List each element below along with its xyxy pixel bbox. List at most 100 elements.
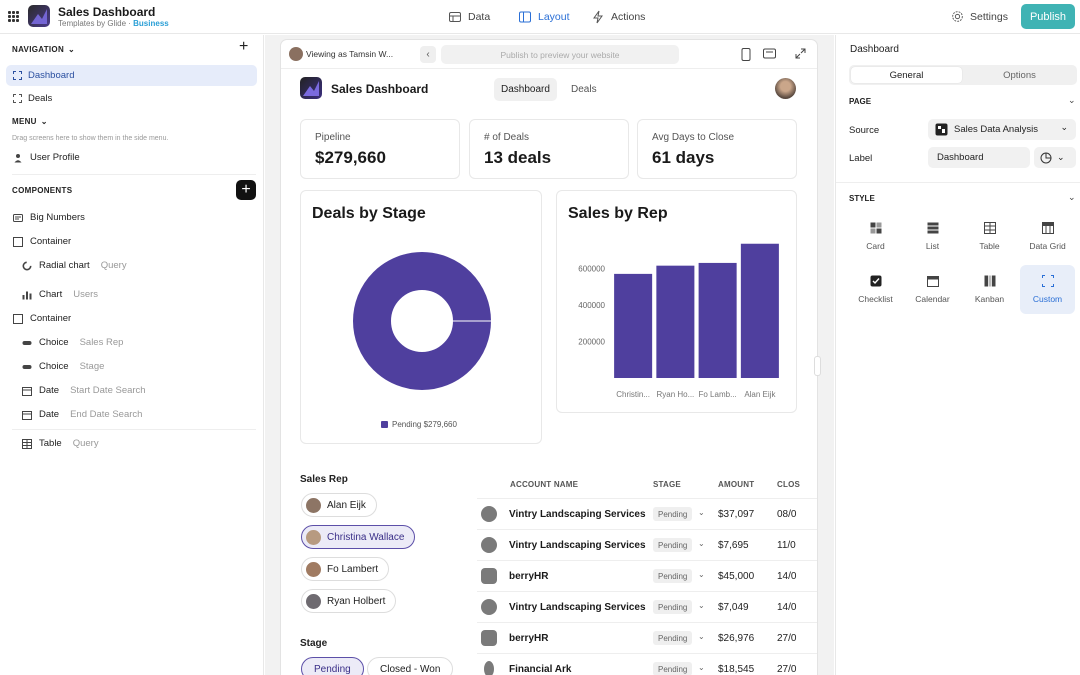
company-logo-icon — [481, 568, 497, 584]
component-date-end[interactable]: Date End Date Search — [22, 409, 142, 420]
style-kanban[interactable]: Kanban — [962, 265, 1017, 314]
stage-chip[interactable]: Pending — [301, 657, 364, 675]
source-select[interactable]: Sales Data Analysis ⌄ — [928, 119, 1076, 140]
tab-general[interactable]: General — [851, 67, 962, 83]
column-header[interactable]: ACCOUNT NAME — [510, 480, 579, 489]
expand-icon[interactable] — [795, 48, 806, 59]
sheet-icon — [935, 123, 948, 136]
menu-item-user-profile[interactable]: User Profile — [13, 152, 80, 163]
component-choice-stage[interactable]: Choice Stage — [22, 361, 104, 372]
publish-button[interactable]: Publish — [1021, 4, 1075, 29]
topnav-layout[interactable]: Layout — [518, 10, 570, 24]
bar — [656, 265, 695, 378]
column-header[interactable]: STAGE — [653, 480, 681, 489]
rep-chip-label: Alan Eijk — [327, 499, 366, 511]
column-header[interactable]: AMOUNT — [718, 480, 755, 489]
rep-chip[interactable]: Christina Wallace — [301, 525, 416, 549]
tab-deals[interactable]: Deals — [571, 84, 597, 95]
component-label: Container — [30, 313, 72, 324]
component-container[interactable]: Container — [13, 236, 71, 247]
icon-picker[interactable]: ⌄ — [1034, 147, 1076, 168]
chevron-down-icon[interactable]: ⌄ — [1068, 192, 1076, 202]
table-row[interactable]: Vintry Landscaping Services Pending ⌄ $37,0… — [477, 498, 817, 529]
stage-badge: Pending — [653, 538, 693, 552]
app-subtitle: Templates by Glide · Business — [58, 19, 169, 28]
table-row[interactable]: Financial Ark Pending ⌄ $18,545 27/0 — [477, 653, 817, 675]
rep-chip[interactable]: Fo Lambert — [301, 557, 390, 581]
component-big-numbers[interactable]: Big Numbers — [13, 212, 85, 223]
tab-options[interactable]: Options — [1003, 69, 1036, 81]
table-style-icon — [983, 222, 996, 234]
style-table[interactable]: Table — [962, 212, 1017, 261]
topnav-data[interactable]: Data — [448, 10, 490, 24]
desktop-icon[interactable] — [763, 48, 776, 60]
style-section-header[interactable]: STYLE — [849, 194, 875, 203]
component-label: Chart — [39, 289, 63, 300]
close-date: 14/0 — [777, 602, 797, 613]
bar-chart-title: Sales by Rep — [568, 205, 668, 222]
viewing-as-selector[interactable]: Viewing as Tamsin W... — [306, 49, 394, 59]
stage-badge: Pending — [653, 569, 693, 583]
screen-icon — [13, 94, 22, 103]
style-custom[interactable]: Custom — [1020, 265, 1075, 314]
avatar — [306, 561, 321, 577]
table-row[interactable]: berryHR Pending ⌄ $45,000 14/0 — [477, 560, 817, 591]
chevron-down-icon: ⌄ — [1057, 152, 1065, 162]
account-name: Vintry Landscaping Services — [509, 540, 646, 551]
chevron-down-icon: ⌄ — [698, 570, 705, 579]
radial-chart-icon — [22, 260, 32, 271]
x-tick-label: Alan Eijk — [744, 390, 776, 399]
legend-swatch — [381, 421, 388, 428]
component-radial-chart[interactable]: Radial chart Query — [22, 260, 127, 271]
component-container[interactable]: Container — [13, 313, 71, 324]
apps-grid-icon[interactable] — [8, 11, 19, 22]
chevron-down-icon: ⌄ — [68, 45, 76, 54]
style-label: Card — [866, 241, 885, 251]
component-choice-sales-rep[interactable]: Choice Sales Rep — [22, 337, 123, 348]
rep-chip[interactable]: Alan Eijk — [301, 493, 377, 517]
app-name: Sales Dashboard — [331, 82, 429, 96]
style-label: List — [925, 241, 940, 251]
chevron-down-icon[interactable]: ⌄ — [1068, 95, 1076, 105]
menu-section-header[interactable]: MENU ⌄ — [12, 117, 48, 126]
rep-chip-label: Fo Lambert — [327, 563, 379, 575]
component-chart[interactable]: Chart Users — [22, 289, 98, 300]
amount: $26,976 — [718, 633, 755, 644]
table-row[interactable]: Vintry Landscaping Services Pending ⌄ $7,04… — [477, 591, 817, 622]
nav-item-deals[interactable]: Deals — [6, 88, 257, 109]
add-screen-button[interactable]: + — [239, 38, 249, 55]
add-component-button[interactable]: + — [236, 180, 256, 200]
page-section-header[interactable]: PAGE — [849, 97, 872, 106]
amount: $7,049 — [718, 602, 749, 613]
style-data-grid[interactable]: Data Grid — [1020, 212, 1075, 261]
settings-button[interactable]: Settings — [951, 10, 1008, 23]
component-date-start[interactable]: Date Start Date Search — [22, 385, 146, 396]
table-row[interactable]: Vintry Landscaping Services Pending ⌄ $7,69… — [477, 529, 817, 560]
navigation-section-header[interactable]: NAVIGATION ⌄ — [12, 45, 75, 54]
phone-icon[interactable] — [741, 48, 751, 61]
table-row[interactable]: berryHR Pending ⌄ $26,976 27/0 — [477, 622, 817, 653]
component-source: Query — [72, 438, 99, 449]
amount: $18,545 — [718, 664, 755, 675]
rep-chip[interactable]: Ryan Holbert — [301, 589, 397, 613]
back-button[interactable]: ‹ — [420, 46, 436, 63]
topnav-actions[interactable]: Actions — [591, 10, 645, 24]
source-label: Source — [849, 125, 880, 136]
nav-item-dashboard[interactable]: Dashboard — [6, 65, 257, 86]
stage-chip[interactable]: Closed - Won — [367, 657, 454, 675]
style-checklist[interactable]: Checklist — [848, 265, 903, 314]
component-label: Choice — [39, 361, 69, 372]
column-header[interactable]: CLOS — [777, 480, 801, 489]
resize-handle[interactable] — [815, 357, 820, 375]
avatar[interactable] — [775, 78, 796, 99]
label-input[interactable]: Dashboard — [928, 147, 1030, 168]
inspector-title: Dashboard — [850, 44, 899, 55]
style-calendar[interactable]: Calendar — [905, 265, 960, 314]
component-label: Table — [39, 438, 62, 449]
tab-dashboard[interactable]: Dashboard — [494, 78, 557, 101]
component-table[interactable]: Table Query — [22, 438, 99, 449]
gear-icon — [952, 11, 963, 22]
x-tick-label: Christin... — [616, 390, 650, 399]
style-list[interactable]: List — [905, 212, 960, 261]
style-card[interactable]: Card — [848, 212, 903, 261]
